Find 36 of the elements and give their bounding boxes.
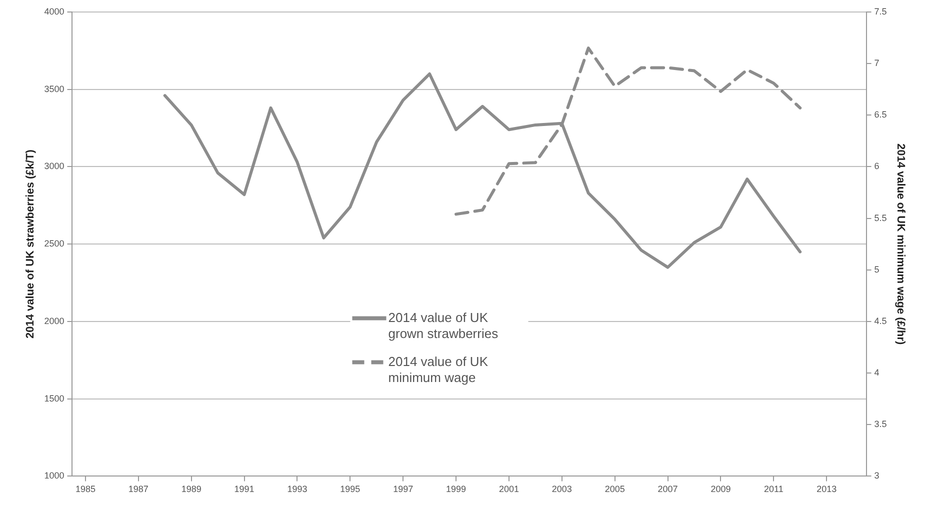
- y2-tick-label: 6: [874, 161, 880, 172]
- x-tick-label: 2005: [604, 484, 625, 494]
- y-axis-title: 2014 value of UK strawberries (£k/T): [24, 149, 37, 339]
- y-tick-label: 2000: [44, 316, 64, 326]
- y-tick-label: 3000: [44, 161, 64, 172]
- y-tick-label: 1500: [44, 393, 64, 404]
- x-tick-label: 2007: [658, 484, 678, 494]
- x-tick-label: 2011: [764, 484, 784, 494]
- x-tick-label: 1987: [128, 484, 148, 494]
- y2-tick-label: 4: [874, 368, 880, 378]
- x-tick-label: 1989: [181, 484, 202, 494]
- x-tick-label: 2001: [498, 484, 519, 494]
- x-tick-label: 1993: [287, 484, 308, 494]
- x-tick-label: 1995: [340, 484, 360, 494]
- x-tick-label: 1985: [75, 484, 96, 494]
- y2-axis-title: 2014 value of UK minimum wage (£/hr): [894, 144, 906, 345]
- y2-tick-label: 7: [874, 58, 880, 68]
- y2-tick-label: 4.5: [874, 316, 887, 326]
- legend-label: 2014 value of UK grown strawberries: [388, 310, 499, 341]
- x-tick-label: 2013: [816, 484, 837, 494]
- y-tick-label: 3500: [44, 84, 64, 94]
- y2-tick-label: 5.5: [874, 212, 887, 223]
- y2-tick-label: 6.5: [874, 110, 887, 120]
- y-tick-label: 4000: [44, 6, 64, 16]
- y2-tick-label: 7.5: [874, 6, 887, 16]
- y-tick-label: 1000: [44, 470, 64, 481]
- legend-label: 2014 value of UK minimum wage: [388, 354, 488, 385]
- x-tick-label: 1991: [234, 484, 254, 494]
- y2-tick-label: 3.5: [874, 419, 887, 430]
- y2-tick-label: 3: [874, 470, 880, 481]
- x-tick-label: 1999: [446, 484, 466, 494]
- x-tick-label: 2009: [710, 484, 731, 494]
- x-tick-label: 2003: [552, 484, 572, 494]
- x-tick-label: 1997: [393, 484, 414, 494]
- y-tick-label: 2500: [44, 238, 64, 249]
- y2-tick-label: 5: [874, 264, 880, 274]
